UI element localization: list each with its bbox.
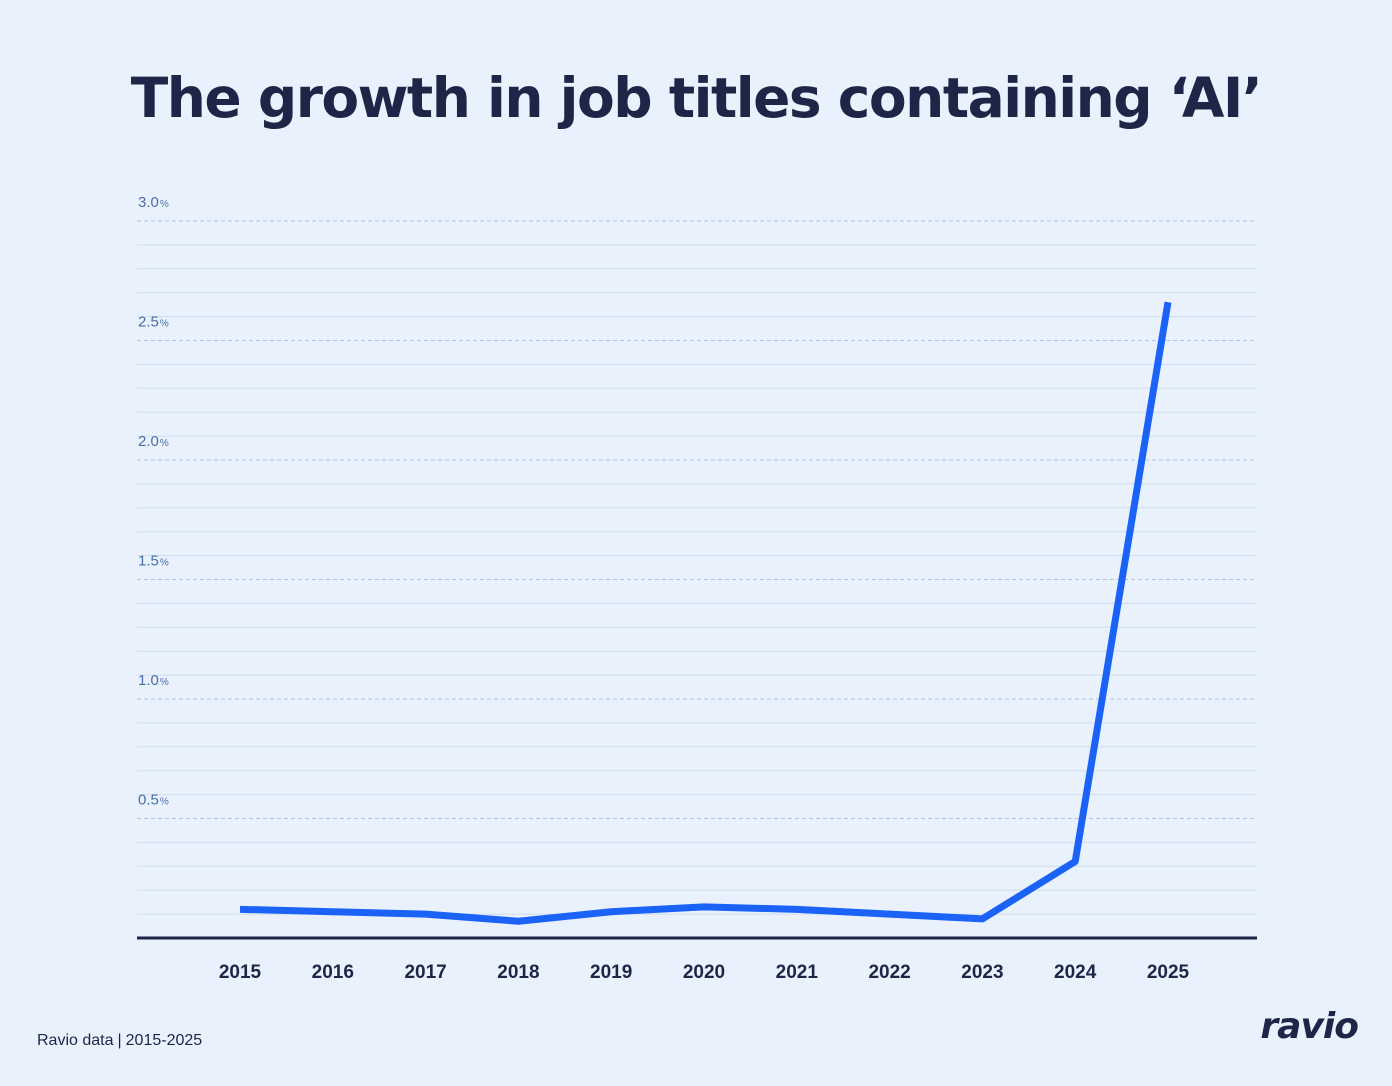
x-tick-label: 2019 <box>590 962 632 983</box>
y-tick-value: 3.0 <box>138 194 159 211</box>
source-separator: | <box>117 1032 122 1049</box>
x-tick-label: 2022 <box>868 962 910 983</box>
source-range: 2015-2025 <box>125 1032 203 1049</box>
y-tick-unit: % <box>160 677 169 688</box>
chart-title: The growth in job titles containing ‘AI’ <box>130 66 1263 130</box>
y-tick-label: 1.5% <box>138 553 169 570</box>
y-tick-unit: % <box>160 558 169 569</box>
x-tick-label: 2018 <box>497 962 539 983</box>
x-axis-ticks: 2015 2016 2017 2018 2019 2020 2021 2022 2023 2024… <box>219 962 1190 983</box>
y-tick-label: 1.0% <box>138 672 169 689</box>
x-tick-label: 2021 <box>776 962 819 983</box>
source-label: Ravio data <box>37 1032 114 1049</box>
x-tick-label: 2017 <box>404 962 446 983</box>
y-tick-label: 0.5% <box>138 792 169 809</box>
y-tick-value: 0.5 <box>138 792 159 809</box>
y-tick-unit: % <box>160 199 169 210</box>
y-tick-value: 2.0 <box>138 433 159 450</box>
y-tick-unit: % <box>160 438 169 449</box>
x-tick-label: 2024 <box>1054 962 1097 983</box>
y-tick-value: 1.5 <box>138 553 159 570</box>
series-layer <box>239 301 1172 925</box>
y-tick-unit: % <box>160 319 169 330</box>
x-tick-label: 2016 <box>312 962 354 983</box>
x-tick-label: 2023 <box>961 962 1003 983</box>
y-tick-value: 1.0 <box>138 672 159 689</box>
source-note: Ravio data | 2015-2025 <box>37 1032 202 1050</box>
x-tick-label: 2015 <box>219 962 262 983</box>
y-tick-unit: % <box>160 797 169 808</box>
y-tick-label: 3.0% <box>138 194 169 211</box>
y-tick-label: 2.5% <box>138 314 169 331</box>
series-line <box>239 301 1172 925</box>
y-tick-value: 2.5 <box>138 314 159 331</box>
y-tick-label: 2.0% <box>138 433 169 450</box>
grid-lines <box>137 220 1257 915</box>
x-tick-label: 2025 <box>1147 962 1190 983</box>
x-tick-label: 2020 <box>683 962 725 983</box>
ravio-logo: ravio <box>1260 1006 1359 1047</box>
y-axis-ticks: 0.5%1.0%1.5%2.0%2.5%3.0% <box>138 194 169 809</box>
